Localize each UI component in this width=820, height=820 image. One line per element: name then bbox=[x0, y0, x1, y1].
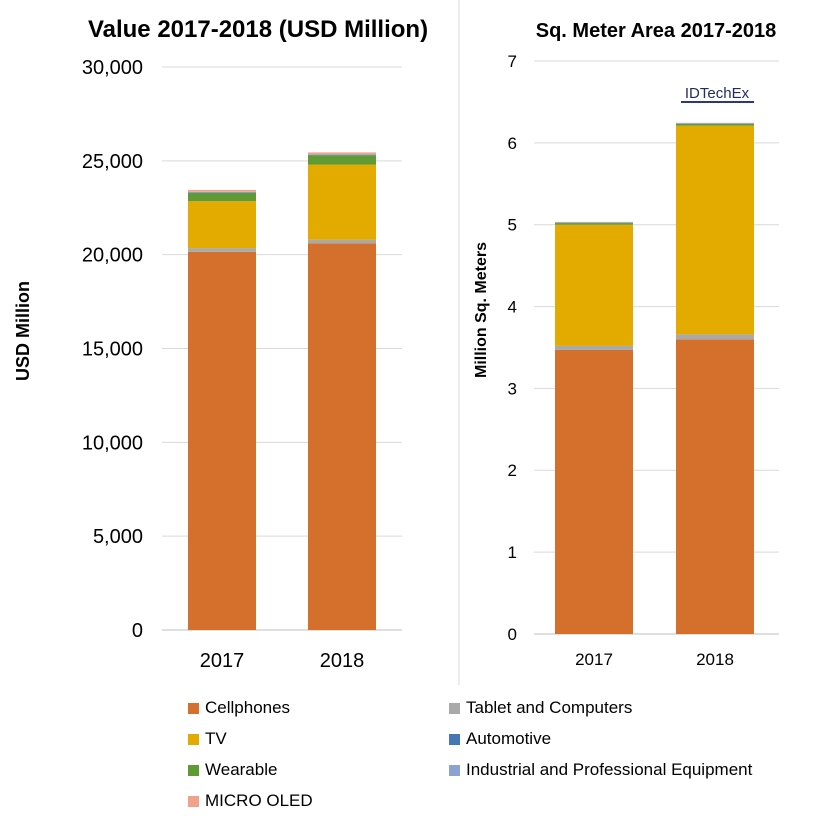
area-chart-y-ticks: 0 1 2 3 4 5 6 7 bbox=[508, 52, 517, 644]
legend-swatch bbox=[188, 702, 199, 714]
legend-item-micro-oled: MICRO OLED bbox=[188, 791, 313, 811]
legend-label: Cellphones bbox=[205, 698, 291, 717]
value-chart-bar-wearable-2017 bbox=[188, 192, 256, 202]
value-chart-bars bbox=[188, 152, 376, 630]
value-chart-y-ticks: 0 5,000 10,000 15,000 20,000 25,000 30,000 bbox=[82, 57, 143, 642]
value-chart-y-axis-label: USD Million bbox=[13, 281, 33, 381]
value-chart-bar-tablet-and-computers-2017 bbox=[188, 248, 256, 252]
value-chart-bar-tv-2018 bbox=[308, 164, 376, 240]
legend-swatch bbox=[449, 764, 460, 776]
value-chart-bar-tv-2017 bbox=[188, 201, 256, 249]
area-chart-x-tick-label: 2018 bbox=[696, 650, 734, 669]
value-chart-x-tick-label: 2017 bbox=[200, 650, 245, 672]
area-chart-x-tick-label: 2017 bbox=[575, 650, 613, 669]
area-chart-y-tick-label: 2 bbox=[508, 461, 517, 480]
value-chart-bar-micro-oled-2018 bbox=[308, 152, 376, 155]
value-chart-y-tick-label: 15,000 bbox=[82, 339, 143, 361]
area-chart-bar-wearable-2017 bbox=[555, 223, 633, 225]
legend-item-industrial-and-professional-equipment: Industrial and Professional Equipment bbox=[449, 760, 752, 780]
area-chart-y-tick-label: 4 bbox=[508, 298, 517, 317]
value-chart-title: Value 2017-2018 (USD Million) bbox=[88, 16, 428, 43]
value-chart-y-tick-label: 25,000 bbox=[82, 151, 143, 173]
legend-item-tablet-and-computers: Tablet and Computers bbox=[449, 698, 632, 718]
idtechex-watermark: IDTechEx bbox=[685, 85, 750, 102]
legend-item-automotive: Automotive bbox=[449, 729, 551, 749]
area-chart-bar-tv-2018 bbox=[676, 125, 754, 335]
value-chart-bar-automotive-2017 bbox=[188, 192, 256, 193]
legend-label: Wearable bbox=[205, 760, 278, 779]
area-chart-bar-wearable-2018 bbox=[676, 124, 754, 126]
area-chart-y-tick-label: 6 bbox=[508, 134, 517, 153]
area-chart-x-ticks: 2017 2018 bbox=[575, 650, 734, 669]
legend-label: Industrial and Professional Equipment bbox=[466, 760, 753, 779]
area-chart-bar-cellphones-2017 bbox=[555, 349, 633, 634]
legend-label: MICRO OLED bbox=[205, 791, 313, 810]
value-chart-bar-automotive-2018 bbox=[308, 154, 376, 156]
area-chart-y-axis-label: Million Sq. Meters bbox=[473, 242, 490, 378]
legend-swatch bbox=[188, 733, 199, 745]
value-chart-bar-tablet-and-computers-2018 bbox=[308, 239, 376, 244]
legend-item-tv: TV bbox=[188, 729, 227, 749]
value-chart: Value 2017-2018 (USD Million) USD Millio… bbox=[13, 16, 428, 672]
value-chart-y-tick-label: 20,000 bbox=[82, 245, 143, 267]
value-chart-y-tick-label: 10,000 bbox=[82, 432, 143, 454]
legend-swatch bbox=[449, 702, 460, 714]
legend-item-wearable: Wearable bbox=[188, 760, 277, 780]
area-chart-y-tick-label: 3 bbox=[508, 379, 517, 398]
area-chart-bar-tablet-and-computers-2018 bbox=[676, 334, 754, 340]
value-chart-y-tick-label: 0 bbox=[132, 620, 143, 642]
legend-label: TV bbox=[205, 729, 227, 748]
area-chart-title: Sq. Meter Area 2017-2018 bbox=[536, 20, 777, 42]
value-chart-y-tick-label: 30,000 bbox=[82, 57, 143, 79]
value-chart-x-tick-label: 2018 bbox=[320, 650, 365, 672]
legend-swatch bbox=[188, 795, 199, 807]
value-chart-bar-micro-oled-2017 bbox=[188, 189, 256, 192]
area-chart-y-tick-label: 1 bbox=[508, 543, 517, 562]
area-chart-bar-tablet-and-computers-2017 bbox=[555, 345, 633, 350]
area-chart: Sq. Meter Area 2017-2018 Million Sq. Met… bbox=[473, 20, 779, 669]
value-chart-bar-wearable-2018 bbox=[308, 155, 376, 165]
area-chart-y-tick-label: 0 bbox=[508, 625, 517, 644]
legend-swatch bbox=[188, 764, 199, 776]
legend-label: Automotive bbox=[466, 729, 552, 748]
legend-label: Tablet and Computers bbox=[466, 698, 633, 717]
value-chart-y-tick-label: 5,000 bbox=[93, 526, 143, 548]
area-chart-y-tick-label: 7 bbox=[508, 52, 517, 71]
legend-swatch bbox=[449, 733, 460, 745]
value-chart-bar-cellphones-2017 bbox=[188, 251, 256, 630]
legend-item-cellphones: Cellphones bbox=[188, 698, 290, 718]
area-chart-bar-cellphones-2018 bbox=[676, 339, 754, 634]
area-chart-bar-tv-2017 bbox=[555, 224, 633, 346]
value-chart-bar-cellphones-2018 bbox=[308, 243, 376, 630]
legend: Cellphones Tablet and Computers TV Autom… bbox=[0, 690, 820, 820]
value-chart-x-ticks: 2017 2018 bbox=[200, 650, 365, 672]
area-chart-y-tick-label: 5 bbox=[508, 216, 517, 235]
area-chart-bars bbox=[555, 122, 754, 634]
